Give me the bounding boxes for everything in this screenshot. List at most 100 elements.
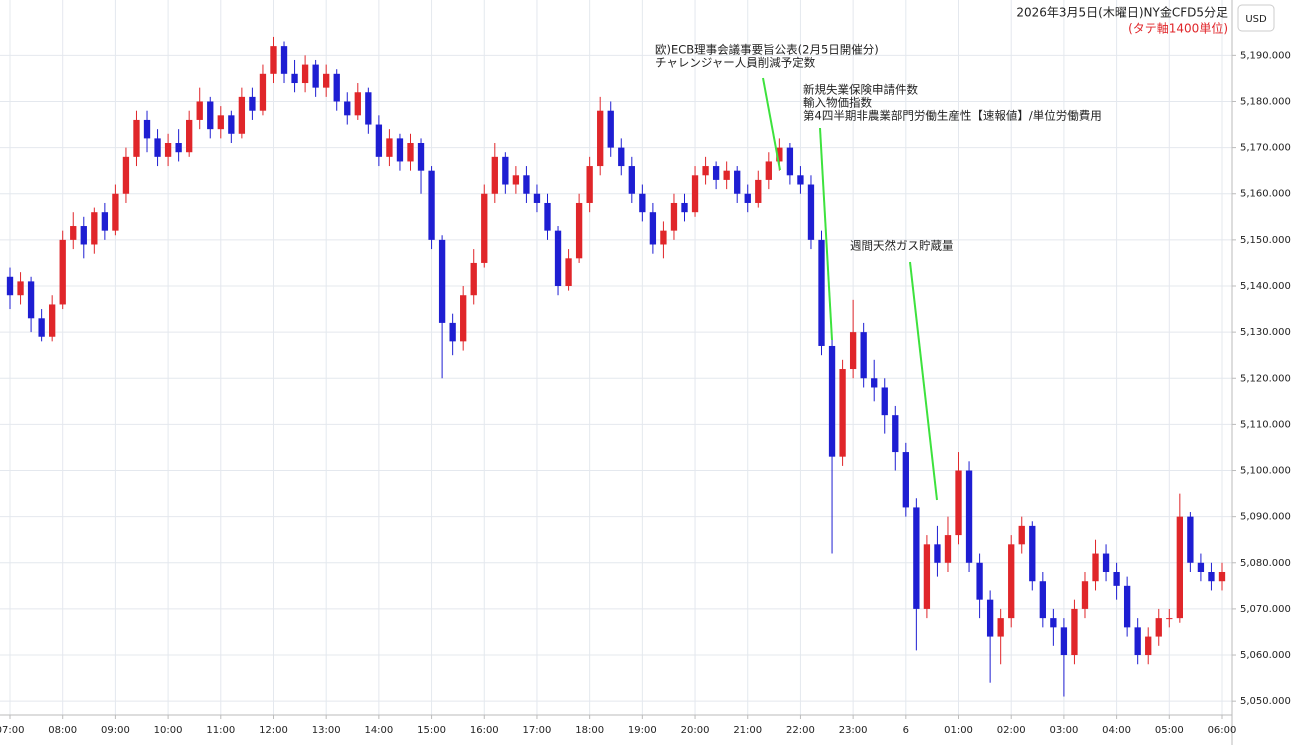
candle-body — [649, 212, 657, 245]
candle-body — [143, 119, 151, 139]
candle-body — [797, 175, 804, 185]
candle-body — [238, 96, 246, 134]
candle-body — [860, 332, 867, 379]
candle-body — [554, 230, 562, 286]
candle-body — [1081, 581, 1089, 609]
candle-body — [470, 262, 477, 296]
y-tick-label: 5,090.000 — [1240, 512, 1291, 523]
candle-body — [881, 387, 888, 416]
candle-body — [533, 193, 541, 203]
y-tick-label: 5,170.000 — [1240, 143, 1291, 154]
candle-body — [660, 230, 667, 245]
candle-body — [1092, 553, 1099, 582]
candle-body — [1050, 618, 1057, 628]
candle-body — [312, 64, 319, 88]
candle-body — [1039, 581, 1046, 619]
candle-body — [70, 226, 77, 240]
x-tick-label: 17:00 — [523, 725, 552, 736]
x-tick-label: 6 — [903, 725, 909, 736]
x-tick-label: 12:00 — [259, 725, 288, 736]
candle-body — [386, 138, 393, 157]
candle-body — [502, 156, 509, 185]
annotation-pointer — [819, 127, 833, 341]
candle-body — [491, 156, 498, 194]
candle-body — [1166, 618, 1173, 620]
candle-body — [575, 202, 583, 259]
candle-body — [786, 147, 794, 176]
x-tick-label: 22:00 — [786, 725, 815, 736]
candle-body — [428, 170, 435, 240]
candle-body — [828, 345, 836, 457]
x-tick-label: 15:00 — [417, 725, 446, 736]
candle-body — [344, 101, 351, 116]
candle-body — [460, 295, 467, 342]
candle-body — [1208, 572, 1215, 582]
candle-body — [259, 73, 267, 111]
candle-body — [618, 147, 625, 167]
x-tick-label: 10:00 — [154, 725, 183, 736]
annotation: 週間天然ガス貯蔵量 — [850, 239, 954, 253]
unit-box[interactable] — [1237, 4, 1275, 32]
candle-body — [755, 179, 762, 203]
candle-body — [164, 143, 172, 157]
candle-body — [196, 101, 203, 120]
candle-body — [628, 166, 635, 194]
y-tick-label: 5,130.000 — [1240, 327, 1291, 338]
chart-title: 2026年3月5日(木曜日)NY金CFD5分足 — [1016, 5, 1228, 20]
candle-body — [849, 332, 857, 370]
candle-body — [365, 92, 372, 125]
candle-body — [333, 73, 340, 102]
candle-body — [1123, 585, 1131, 628]
x-tick-label: 11:00 — [206, 725, 235, 736]
candle-body — [807, 184, 815, 240]
candle-body — [744, 193, 751, 203]
x-tick-label: 02:00 — [997, 725, 1026, 736]
candle-body — [1060, 627, 1068, 656]
candle-body — [323, 73, 330, 88]
y-tick-label: 5,080.000 — [1240, 558, 1291, 569]
candle-body — [438, 239, 446, 323]
candles — [6, 36, 1226, 697]
y-tick-label: 5,100.000 — [1240, 466, 1291, 477]
candle-body — [976, 562, 983, 600]
candle-body — [986, 599, 994, 637]
candle-body — [691, 175, 699, 213]
candle-body — [944, 535, 952, 563]
y-tick-label: 5,140.000 — [1240, 281, 1291, 292]
candle-body — [175, 143, 182, 153]
candle-body — [1155, 618, 1162, 637]
candle-body — [301, 64, 309, 84]
candle-body — [765, 161, 772, 180]
candle-body — [207, 101, 214, 130]
x-tick-label: 14:00 — [364, 725, 393, 736]
candle-body — [723, 170, 730, 180]
x-tick-label: 03:00 — [1049, 725, 1078, 736]
candle-body — [597, 110, 604, 167]
candle-body — [1029, 525, 1036, 582]
candle-body — [565, 258, 572, 286]
candle-body — [417, 143, 425, 171]
annotation: 輸入物価指数 — [803, 96, 872, 110]
candle-body — [280, 46, 288, 74]
candle-body — [17, 281, 24, 296]
candle-body — [217, 115, 224, 130]
y-tick-label: 5,050.000 — [1240, 696, 1291, 707]
candle-body — [1018, 525, 1025, 545]
candle-body — [818, 239, 825, 346]
x-tick-label: 13:00 — [312, 725, 341, 736]
annotation: 第4四半期非農業部門労働生産性【速報値】/単位労働費用 — [803, 109, 1102, 123]
candle-body — [1113, 572, 1120, 586]
candle-body — [639, 193, 646, 213]
y-tick-label: 5,160.000 — [1240, 189, 1291, 200]
candle-body — [1102, 553, 1110, 572]
candle-body — [1187, 516, 1194, 563]
x-tick-label: 09:00 — [101, 725, 130, 736]
candle-body — [291, 73, 298, 84]
candle-body — [122, 156, 130, 194]
candle-body — [38, 318, 45, 337]
annotation: 新規失業保険申請件数 — [803, 83, 918, 97]
labels: 5,050.000 5,060.000 5,070.000 5,080.000 5,09… — [0, 43, 1291, 737]
